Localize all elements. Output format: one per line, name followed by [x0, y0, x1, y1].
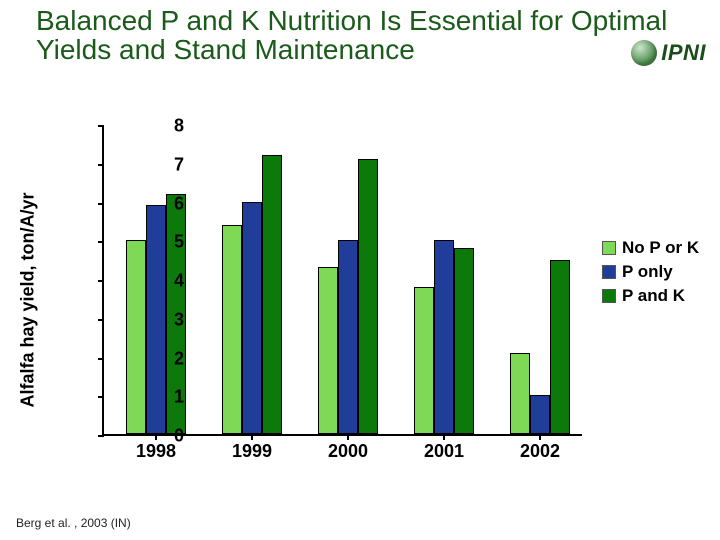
logo-text: IPNI — [661, 40, 706, 66]
legend-item: P and K — [602, 286, 714, 306]
bar — [414, 287, 434, 434]
legend-label: P only — [622, 262, 673, 282]
y-tick-mark — [98, 319, 104, 321]
y-tick-label: 3 — [154, 309, 184, 330]
x-tick-mark — [251, 434, 253, 440]
y-tick-label: 0 — [154, 426, 184, 447]
y-tick-mark — [98, 435, 104, 437]
y-tick-label: 4 — [154, 271, 184, 292]
y-tick-mark — [98, 125, 104, 127]
legend-label: P and K — [622, 286, 685, 306]
x-tick-label: 1999 — [232, 441, 272, 462]
y-axis-label: Alfalfa hay yield, ton/A/yr — [18, 192, 39, 407]
x-tick-label: 2002 — [520, 441, 560, 462]
bar — [338, 240, 358, 434]
legend-swatch — [602, 241, 616, 255]
bar — [530, 395, 550, 434]
y-tick-label: 7 — [154, 154, 184, 175]
x-tick-label: 2001 — [424, 441, 464, 462]
bar-group — [318, 159, 378, 434]
bar-group — [414, 240, 474, 434]
y-tick-label: 1 — [154, 387, 184, 408]
bar — [126, 240, 146, 434]
y-tick-label: 5 — [154, 232, 184, 253]
bar — [358, 159, 378, 434]
y-tick-label: 8 — [154, 116, 184, 137]
y-tick-label: 2 — [154, 348, 184, 369]
y-tick-mark — [98, 396, 104, 398]
y-tick-mark — [98, 358, 104, 360]
globe-icon — [631, 40, 657, 66]
citation-text: Berg et al. , 2003 (IN) — [16, 516, 131, 530]
x-tick-mark — [539, 434, 541, 440]
x-tick-mark — [443, 434, 445, 440]
bar — [454, 248, 474, 434]
legend-item: P only — [602, 262, 714, 282]
bar — [550, 260, 570, 434]
bar-group — [510, 260, 570, 434]
bar — [222, 225, 242, 434]
bar-chart: Alfalfa hay yield, ton/A/yr 199819992000… — [34, 120, 600, 480]
slide-title: Balanced P and K Nutrition Is Essential … — [36, 6, 708, 65]
legend-label: No P or K — [622, 238, 699, 258]
chart-legend: No P or K P only P and K — [602, 234, 714, 310]
x-tick-label: 2000 — [328, 441, 368, 462]
y-tick-mark — [98, 241, 104, 243]
y-tick-mark — [98, 203, 104, 205]
legend-swatch — [602, 289, 616, 303]
legend-swatch — [602, 265, 616, 279]
y-tick-label: 6 — [154, 193, 184, 214]
x-tick-mark — [347, 434, 349, 440]
bar — [318, 267, 338, 434]
bar-group — [222, 155, 282, 434]
bar — [242, 202, 262, 435]
y-tick-mark — [98, 280, 104, 282]
bar — [510, 353, 530, 434]
bar — [434, 240, 454, 434]
y-tick-mark — [98, 164, 104, 166]
ipni-logo: IPNI — [631, 40, 706, 66]
bar — [262, 155, 282, 434]
legend-item: No P or K — [602, 238, 714, 258]
